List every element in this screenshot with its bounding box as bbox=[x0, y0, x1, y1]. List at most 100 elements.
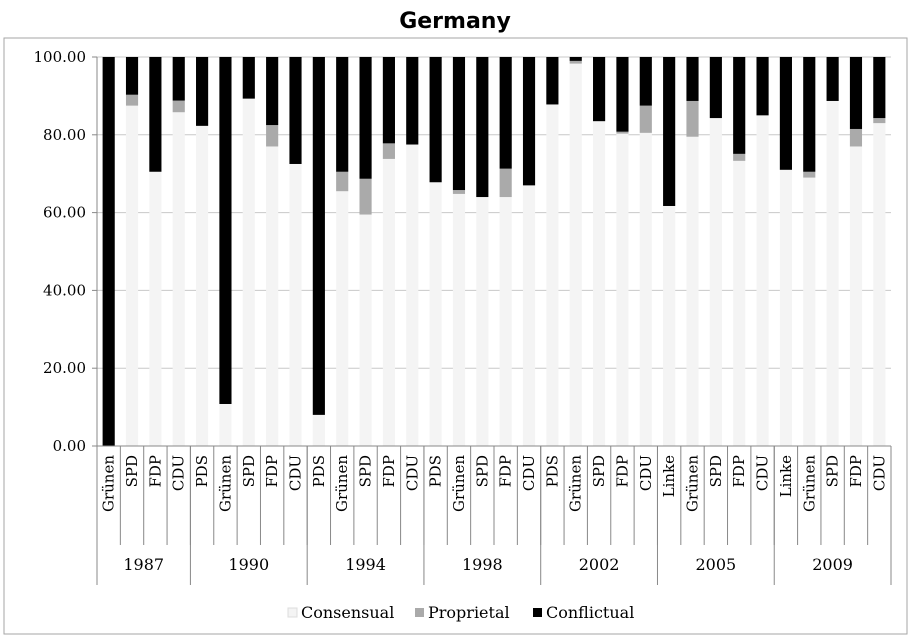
bar-proprietal bbox=[569, 60, 582, 64]
bar-conflictual bbox=[779, 57, 792, 170]
bar-consensual bbox=[125, 105, 139, 446]
bar-consensual bbox=[522, 185, 536, 446]
legend-swatch-conflictual bbox=[533, 608, 542, 617]
legend-swatch-proprietal bbox=[415, 608, 424, 617]
category-label: Linke bbox=[777, 455, 795, 498]
y-tick-label: 80.00 bbox=[43, 126, 86, 144]
legend-swatch-consensual bbox=[287, 607, 298, 618]
category-label: SPD bbox=[590, 455, 608, 487]
legend-label-conflictual: Conflictual bbox=[546, 603, 634, 622]
bar-proprietal bbox=[686, 100, 699, 137]
category-label: CDU bbox=[754, 455, 772, 491]
bar-consensual bbox=[873, 123, 886, 446]
bar-consensual bbox=[196, 125, 209, 446]
category-label: CDU bbox=[637, 455, 655, 491]
bar-consensual bbox=[569, 63, 582, 446]
year-label: 2009 bbox=[812, 555, 853, 574]
category-label: SPD bbox=[123, 455, 141, 487]
category-label: Grünen bbox=[333, 455, 351, 512]
bar-consensual bbox=[733, 160, 746, 446]
bar-conflictual bbox=[196, 57, 209, 126]
bar-proprietal bbox=[172, 100, 185, 113]
bar-conflictual bbox=[733, 57, 746, 154]
bar-proprietal bbox=[873, 118, 886, 124]
bar-conflictual bbox=[849, 57, 863, 129]
category-label: Grünen bbox=[684, 455, 702, 512]
category-label: FDP bbox=[613, 455, 631, 488]
bar-consensual bbox=[779, 169, 792, 446]
bar-consensual bbox=[289, 163, 302, 446]
year-label: 2002 bbox=[579, 555, 620, 574]
bar-conflictual bbox=[803, 57, 816, 172]
bar-conflictual bbox=[826, 57, 839, 101]
category-label: FDP bbox=[847, 455, 865, 488]
bar-proprietal bbox=[382, 143, 395, 159]
bar-consensual bbox=[242, 98, 255, 447]
category-label: CDU bbox=[520, 455, 538, 491]
bar-proprietal bbox=[452, 190, 466, 194]
bar-conflictual bbox=[359, 57, 372, 179]
bar-conflictual bbox=[546, 57, 559, 105]
gridlines bbox=[97, 56, 891, 447]
category-label: FDP bbox=[497, 455, 515, 488]
bar-consensual bbox=[499, 197, 512, 446]
category-label: FDP bbox=[380, 455, 398, 488]
category-label: PDS bbox=[427, 455, 445, 487]
category-label: Grünen bbox=[800, 455, 818, 512]
bar-consensual bbox=[686, 136, 699, 446]
bar-conflictual bbox=[149, 57, 162, 172]
bar-conflictual bbox=[102, 57, 115, 446]
bar-consensual bbox=[803, 177, 816, 446]
bar-conflictual bbox=[873, 57, 886, 119]
bar-consensual bbox=[312, 414, 325, 446]
bar-conflictual bbox=[569, 57, 582, 61]
bar-conflictual bbox=[312, 57, 325, 415]
category-label: SPD bbox=[473, 455, 491, 487]
bar-conflictual bbox=[289, 57, 302, 164]
y-tick-label: 20.00 bbox=[43, 359, 86, 377]
bar-consensual bbox=[382, 158, 395, 446]
bar-conflictual bbox=[219, 57, 232, 404]
bar-conflictual bbox=[616, 57, 629, 132]
bar-proprietal bbox=[266, 125, 279, 147]
chart-title: Germany bbox=[399, 9, 511, 34]
bars bbox=[102, 57, 886, 447]
bar-proprietal bbox=[803, 171, 816, 178]
category-label: PDS bbox=[193, 455, 211, 487]
category-label: SPD bbox=[240, 455, 258, 487]
bar-proprietal bbox=[849, 128, 863, 147]
category-label: Grünen bbox=[100, 455, 118, 512]
category-label: PDS bbox=[543, 455, 561, 487]
bar-conflictual bbox=[125, 57, 139, 95]
bar-consensual bbox=[172, 112, 185, 446]
year-label: 2005 bbox=[695, 555, 736, 574]
bar-consensual bbox=[149, 171, 162, 446]
category-label: PDS bbox=[310, 455, 328, 487]
category-label: SPD bbox=[707, 455, 725, 487]
bar-consensual bbox=[826, 100, 839, 446]
category-label: CDU bbox=[870, 455, 888, 491]
y-tick-label: 60.00 bbox=[43, 204, 86, 222]
category-label: FDP bbox=[263, 455, 281, 488]
category-label: FDP bbox=[146, 455, 164, 488]
y-tick-label: 100.00 bbox=[34, 48, 87, 66]
category-label: CDU bbox=[403, 455, 421, 491]
bar-conflictual bbox=[756, 57, 769, 116]
bar-conflictual bbox=[406, 57, 419, 145]
bar-conflictual bbox=[429, 57, 442, 183]
bar-conflictual bbox=[242, 57, 255, 99]
bar-consensual bbox=[219, 403, 232, 446]
bar-consensual bbox=[639, 132, 652, 447]
category-label: Grünen bbox=[567, 455, 585, 512]
legend-label-consensual: Consensual bbox=[301, 603, 394, 622]
bar-proprietal bbox=[359, 178, 372, 215]
category-label: CDU bbox=[287, 455, 305, 491]
bar-consensual bbox=[336, 191, 349, 446]
year-label: 1998 bbox=[462, 555, 503, 574]
bar-consensual bbox=[756, 115, 769, 446]
year-label: 1994 bbox=[345, 555, 386, 574]
bar-consensual bbox=[709, 118, 722, 446]
bar-conflictual bbox=[476, 57, 489, 198]
bar-proprietal bbox=[616, 131, 629, 134]
bar-conflictual bbox=[336, 57, 349, 172]
